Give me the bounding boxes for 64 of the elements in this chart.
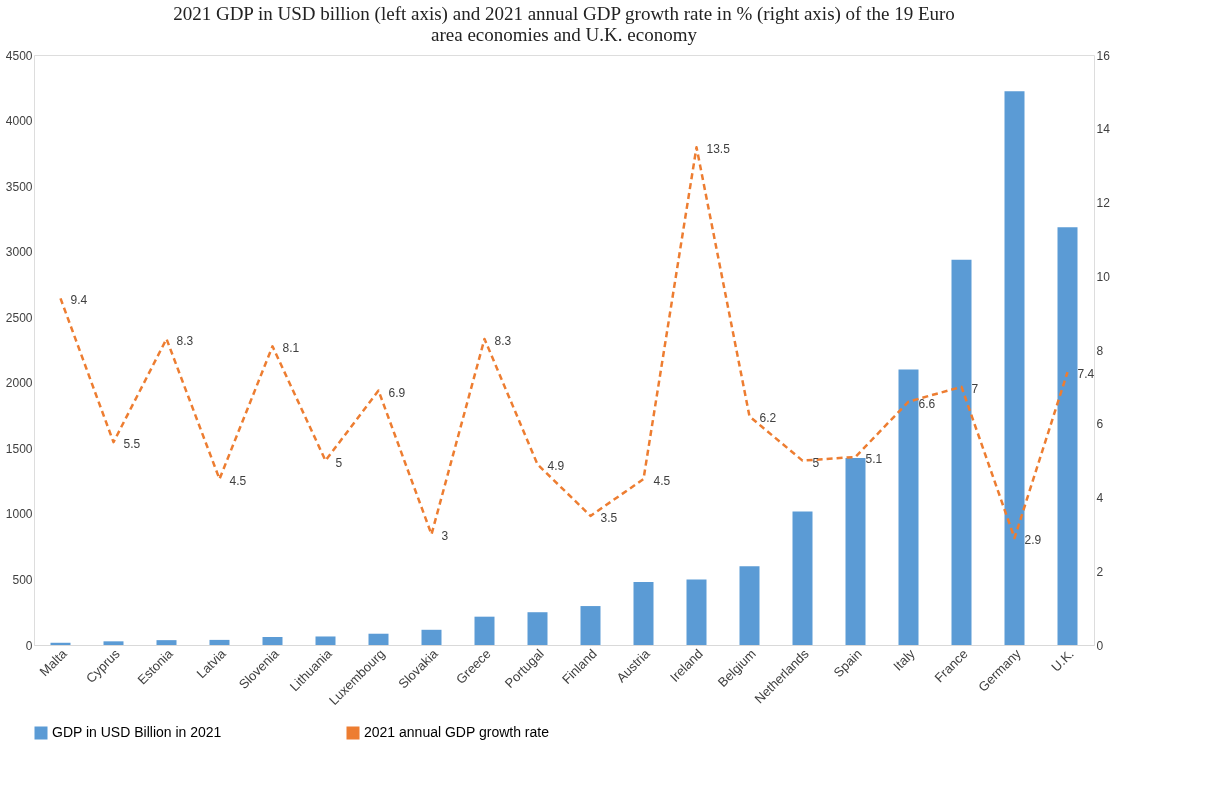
data-label: 5 — [812, 455, 820, 470]
data-label: 3.5 — [600, 510, 618, 525]
y2-tick-label: 14 — [1096, 122, 1111, 137]
y2-tick-label: 4 — [1096, 491, 1104, 505]
y-tick-label: 2000 — [5, 376, 33, 391]
bar — [103, 641, 124, 645]
bar — [527, 612, 548, 645]
data-label: 8.3 — [176, 333, 194, 348]
text: 2021 GDP in USD billion (left axis) and 2021 annual GDP growth rate in % (right axis) of the 19 Euro — [173, 3, 955, 24]
bar — [898, 369, 919, 645]
y-tick-label: 4000 — [5, 114, 33, 129]
bar — [315, 636, 336, 645]
data-label: 4.5 — [653, 474, 671, 489]
bar — [421, 629, 442, 645]
bar — [686, 579, 707, 645]
y2-tick-label: 8 — [1096, 343, 1104, 358]
x-tick-label: Italy — [890, 645, 919, 674]
y2-tick-label: 16 — [1096, 48, 1111, 63]
data-label: 7.4 — [1077, 367, 1095, 382]
y2-tick-label: 2 — [1096, 564, 1104, 579]
data-label: 6.9 — [388, 385, 406, 400]
data-label: 8.1 — [282, 341, 300, 356]
y2-tick-label: 6 — [1096, 417, 1104, 432]
data-label: 5.5 — [123, 437, 141, 452]
bar — [474, 616, 495, 645]
legend-label: 2021 annual GDP growth rate — [364, 724, 550, 740]
y-tick-label: 2500 — [5, 310, 33, 325]
bar — [792, 511, 813, 645]
data-label: 5 — [335, 455, 343, 470]
bar — [1057, 227, 1078, 645]
y2-tick-label: 0 — [1096, 638, 1104, 653]
data-label: 9.4 — [70, 293, 88, 308]
bar — [368, 633, 389, 645]
bar — [845, 457, 866, 645]
data-label: 6.2 — [759, 411, 777, 426]
bar — [580, 606, 601, 645]
y-tick-label: 4500 — [5, 48, 33, 63]
y2-tick-label: 12 — [1096, 196, 1111, 210]
y-tick-label: 3500 — [5, 179, 33, 194]
y-tick-label: 0 — [25, 638, 33, 653]
data-label: 13.5 — [706, 142, 731, 157]
text: area economies and U.K. economy — [431, 24, 697, 45]
data-label: 5.1 — [865, 451, 883, 466]
x-tick-label: U.K. — [1048, 646, 1077, 675]
data-label: 6.6 — [918, 396, 936, 411]
bar — [156, 640, 177, 645]
data-label: 4.9 — [547, 459, 565, 474]
bar — [209, 639, 230, 645]
legend-label: GDP in USD Billion in 2021 — [52, 724, 222, 740]
y-tick-label: 3000 — [5, 245, 33, 260]
data-label: 4.5 — [229, 474, 247, 489]
bar — [951, 259, 972, 645]
data-label: 3 — [441, 529, 449, 544]
y2-tick-label: 10 — [1096, 269, 1111, 284]
data-label: 2.9 — [1024, 533, 1042, 548]
bar — [262, 637, 283, 645]
bar — [1004, 91, 1025, 645]
y-tick-label: 500 — [12, 572, 33, 587]
bar — [633, 582, 654, 645]
y-tick-label: 1000 — [5, 507, 33, 522]
y-tick-label: 1500 — [5, 441, 33, 456]
bar — [739, 566, 760, 645]
data-label: 8.3 — [494, 333, 512, 348]
data-label: 7 — [971, 381, 979, 396]
